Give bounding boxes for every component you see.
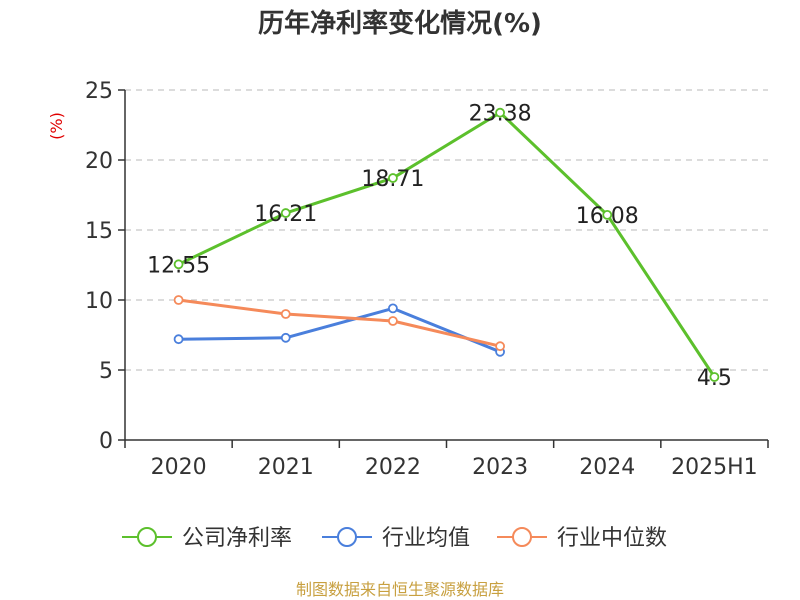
data-point (280, 309, 291, 319)
data-label: 16.21 (254, 202, 317, 227)
legend-label: 行业中位数 (557, 526, 667, 551)
data-labels: 12.55 16.21 18.71 23.38 16.08 4.5 (147, 102, 732, 391)
axes: 0 5 10 15 20 25 2020 2021 2022 2023 2024 2025H1 (85, 79, 769, 480)
legend-item[interactable]: 公司净利率 (122, 526, 292, 551)
source-note: 制图数据来自恒生聚源数据库 (296, 580, 504, 599)
x-tick-label: 2020 (151, 455, 207, 480)
data-point (280, 332, 291, 343)
x-tick-label: 2023 (472, 455, 528, 480)
y-tick-label: 10 (85, 289, 113, 314)
y-tick-label: 5 (99, 359, 113, 384)
legend-marker (512, 527, 532, 547)
series-lines (173, 107, 720, 382)
y-tick-label: 15 (85, 219, 113, 244)
legend-marker (337, 527, 357, 547)
series-line (178, 298, 501, 348)
legend-item[interactable]: 行业均值 (322, 526, 470, 551)
data-label: 4.5 (697, 366, 732, 391)
data-label: 16.08 (576, 204, 639, 229)
data-point (173, 259, 184, 270)
series-line (178, 306, 501, 354)
legend-label: 公司净利率 (182, 526, 292, 551)
data-point (495, 341, 505, 352)
x-tick-label: 2022 (365, 455, 421, 480)
data-label: 23.38 (469, 102, 532, 127)
chart-title: 历年净利率变化情况(%) (258, 8, 542, 39)
data-label: 12.55 (147, 253, 210, 278)
x-tick-label: 2021 (258, 455, 314, 480)
x-tick-label: 2024 (579, 455, 635, 480)
data-point (388, 316, 398, 326)
data-label: 18.71 (361, 167, 424, 192)
legend[interactable]: 公司净利率 行业均值 行业中位数 (122, 526, 667, 551)
data-point (280, 208, 291, 218)
legend-item[interactable]: 行业中位数 (497, 526, 667, 551)
y-tick-label: 0 (99, 429, 113, 454)
data-point (602, 209, 613, 220)
y-tick-label: 20 (85, 149, 113, 174)
x-tick-label: 2025H1 (671, 455, 758, 480)
data-point (388, 303, 398, 314)
data-point (173, 295, 184, 305)
y-axis-unit: (%) (47, 112, 66, 140)
data-point (709, 372, 720, 382)
legend-marker (137, 527, 157, 547)
data-point (388, 173, 398, 183)
data-point (173, 334, 184, 345)
data-point (495, 107, 505, 118)
y-tick-label: 25 (85, 79, 113, 104)
legend-label: 行业均值 (382, 526, 470, 551)
series-line (177, 111, 716, 378)
grid-lines (125, 89, 768, 371)
